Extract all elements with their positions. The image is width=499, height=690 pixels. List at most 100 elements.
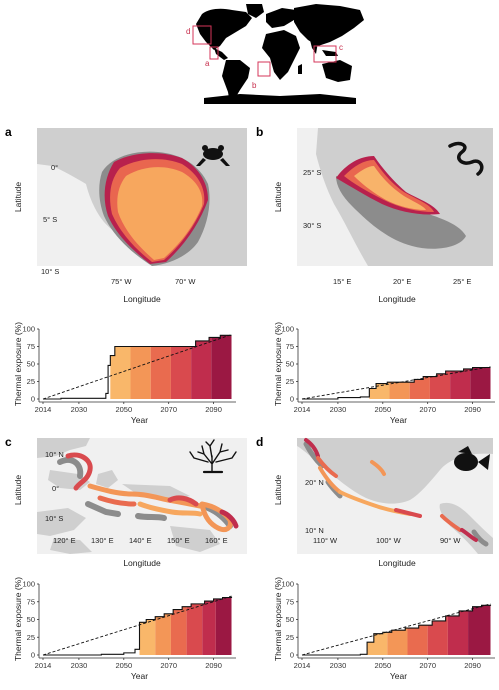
chart-xlabel-d: Year [390, 671, 407, 681]
y-tick-label-b-4: 100 [281, 325, 294, 334]
exposure-band-a-6 [211, 335, 232, 399]
map-a-lon-tick-1: 75° W [111, 277, 132, 286]
map-a-ylabel: Latitude [13, 182, 23, 213]
y-tick-label-d-3: 75 [286, 597, 294, 606]
map-b-lon-tick-2: 20° E [393, 277, 411, 286]
chart-xlabel-b: Year [390, 415, 407, 425]
exposure-band-a-5 [191, 337, 212, 399]
map-b-lon-tick-1: 15° E [333, 277, 351, 286]
exposure-step-line-b [302, 366, 491, 400]
chart-ylabel-a: Thermal exposure (%) [13, 322, 23, 406]
x-tick-label-b-3: 2070 [419, 405, 436, 414]
map-a-exposure-low [117, 167, 203, 260]
map-c-ylabel: Latitude [13, 475, 23, 506]
x-tick-label-b-1: 2030 [330, 405, 347, 414]
exposure-chart-c: 0 25 50 75 100 2014 2030 2050 2070 2090 Year Therma… [13, 577, 236, 681]
x-tick-label-a-3: 2070 [160, 405, 177, 414]
exposure-band-b-6 [470, 367, 491, 399]
exposure-band-b-3 [409, 376, 430, 399]
map-d-lat-tick-2: 10° N [305, 526, 324, 535]
panel-letter-c: c [5, 435, 12, 449]
y-tick-label-c-3: 75 [27, 597, 35, 606]
y-tick-label-c-1: 25 [27, 633, 35, 642]
x-tick-label-a-1: 2030 [71, 405, 88, 414]
snake-icon [448, 141, 484, 176]
map-b-lon-tick-3: 25° E [453, 277, 471, 286]
fish-icon [454, 446, 490, 471]
x-tick-label-b-4: 2090 [464, 405, 481, 414]
exposure-trend-line-b [301, 366, 491, 400]
map-d-lat-tick-1: 20° N [305, 478, 324, 487]
map-c-xlabel: Longitude [123, 558, 161, 568]
x-tick-label-c-4: 2090 [205, 661, 222, 670]
map-b-ylabel: Latitude [273, 182, 283, 213]
exposure-band-a-3 [150, 346, 171, 399]
map-c-lat-tick-3: 10° S [45, 514, 63, 523]
exposure-band-c-3 [170, 606, 187, 655]
map-c-lon-tick-1: 120° E [53, 536, 76, 545]
exposure-trend-line-a [42, 334, 232, 400]
y-tick-label-a-3: 75 [27, 342, 35, 351]
map-a-lon-tick-2: 70° W [175, 277, 196, 286]
y-tick-label-a-0: 0 [31, 395, 35, 404]
map-a-lat-tick-3: 10° S [41, 267, 59, 276]
y-tick-label-a-1: 25 [27, 377, 35, 386]
x-tick-label-c-2: 2050 [115, 661, 132, 670]
inset-label-d: d [186, 27, 190, 36]
chart-ylabel-c: Thermal exposure (%) [13, 577, 23, 661]
panel-letter-d: d [256, 435, 263, 449]
exposure-chart-d: 0 25 50 75 100 2014 2030 2050 2070 2090 Year Therma… [273, 577, 495, 681]
map-c-land [37, 438, 220, 554]
frog-icon [196, 145, 230, 166]
map-c-lon-tick-2: 130° E [91, 536, 114, 545]
x-tick-label-c-3: 2070 [160, 661, 177, 670]
world-land [196, 4, 364, 104]
chart-xlabel-c: Year [131, 671, 148, 681]
chart-ylabel-b: Thermal exposure (%) [273, 322, 283, 406]
map-c-lon-tick-4: 150° E [167, 536, 190, 545]
map-d-lon-tick-2: 100° W [376, 536, 402, 545]
map-d-ylabel: Latitude [273, 475, 283, 506]
x-tick-label-b-2: 2050 [374, 405, 391, 414]
map-d-lon-tick-1: 110° W [313, 536, 338, 545]
inset-label-c: c [339, 43, 343, 52]
exposure-band-c-2 [155, 613, 171, 655]
y-tick-label-d-0: 0 [290, 651, 294, 660]
x-tick-label-c-1: 2030 [71, 661, 88, 670]
map-c-lon-tick-3: 140° E [129, 536, 152, 545]
x-tick-label-a-2: 2050 [115, 405, 132, 414]
exposure-chart-b: 0 25 50 75 100 2014 2030 2050 2070 2090 Year Therma… [273, 322, 495, 425]
chart-xlabel-a: Year [131, 415, 148, 425]
y-tick-label-b-2: 50 [286, 360, 294, 369]
x-tick-label-d-1: 2030 [330, 661, 347, 670]
exposure-band-a-2 [130, 346, 151, 399]
world-overview-map: d a b c [186, 4, 364, 104]
exposure-band-d-5 [447, 610, 469, 655]
exposure-chart-a: 0 25 50 75 100 2014 2030 2050 2070 2090 Year Therma… [13, 322, 236, 425]
x-tick-label-a-0: 2014 [35, 405, 52, 414]
panel-c: c [5, 435, 247, 681]
map-c-lon-tick-5: 160° E [205, 536, 228, 545]
exposure-band-b-2 [389, 382, 410, 399]
chart-ylabel-d: Thermal exposure (%) [273, 577, 283, 661]
map-a-lat-tick-2: 5° S [43, 215, 57, 224]
y-tick-label-d-1: 25 [286, 633, 294, 642]
exposure-band-c-6 [215, 597, 232, 655]
map-c: 10° N 0° 10° S 120° E 130° E 140° E 150°… [13, 438, 247, 568]
exposure-band-b-5 [450, 368, 471, 399]
exposure-band-d-6 [468, 605, 491, 655]
x-tick-label-d-0: 2014 [294, 661, 311, 670]
map-b-xlabel: Longitude [378, 294, 416, 304]
map-d: 20° N 10° N 110° W 100° W 90° W Longitud… [273, 438, 493, 568]
x-tick-label-d-2: 2050 [374, 661, 391, 670]
panel-b: b 25° S 30° S 15° E 20° E 25° E Longitud… [256, 125, 495, 425]
inset-box-b [257, 61, 271, 77]
exposure-band-a-4 [170, 346, 192, 399]
overview-inset-boxes [192, 25, 337, 77]
map-b-lat-tick-2: 30° S [303, 221, 321, 230]
map-d-land [297, 438, 493, 554]
y-tick-label-d-4: 100 [281, 580, 294, 589]
map-b-lat-tick-1: 25° S [303, 168, 321, 177]
inset-label-a: a [205, 59, 210, 68]
